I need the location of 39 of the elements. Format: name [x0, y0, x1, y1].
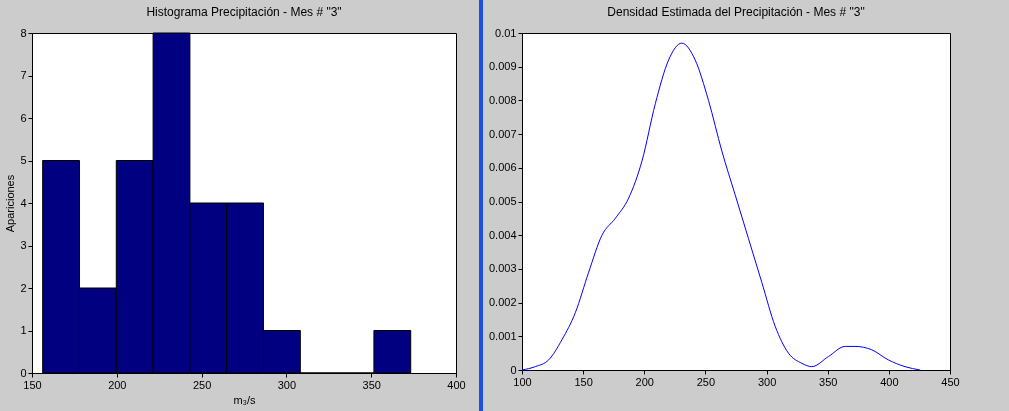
y-tick-label: 8 — [20, 26, 27, 39]
y-tick-label: 6 — [20, 111, 27, 124]
y-tick-label: 0.007 — [488, 127, 517, 140]
y-axis-title: Apariciones — [4, 174, 17, 233]
y-tick-label: 0.01 — [495, 26, 517, 39]
y-tick-label: 0.004 — [488, 228, 517, 241]
y-tick-label: 0 — [510, 363, 517, 376]
x-axis-title: m₃/s — [233, 393, 257, 406]
y-tick-label: 0.002 — [488, 296, 517, 309]
y-tick-label: 3 — [20, 239, 27, 251]
y-tick-label: 0 — [20, 366, 27, 379]
x-tick-label: 150 — [23, 378, 42, 391]
x-tick-label: 350 — [819, 375, 838, 388]
x-tick-label: 200 — [635, 375, 654, 388]
x-tick-label: 250 — [192, 378, 212, 391]
x-tick-label: 250 — [696, 375, 716, 388]
y-tick-label: 5 — [20, 154, 27, 166]
y-tick-label: 2 — [20, 281, 27, 294]
chart-title: Histograma Precipitación - Mes # "3" — [146, 5, 342, 19]
x-tick-label: 400 — [880, 375, 899, 388]
y-tick-label: 0.005 — [488, 195, 517, 207]
line-series — [521, 42, 921, 371]
x-tick-label: 300 — [277, 378, 297, 391]
x-tick-label: 200 — [108, 378, 127, 391]
y-tick-label: 0.003 — [488, 262, 517, 275]
y-tick-label: 0.001 — [488, 329, 517, 342]
y-tick-label: 0.009 — [488, 60, 517, 73]
x-tick-label: 300 — [757, 375, 777, 388]
y-tick-label: 0.006 — [488, 161, 517, 174]
y-tick-label: 7 — [20, 69, 27, 81]
x-tick-label: 450 — [941, 375, 960, 388]
chart-title: Densidad Estimada del Precipitación - Mes # "3" — [607, 5, 865, 19]
y-tick-label: 0.008 — [488, 93, 517, 106]
x-tick-label: 400 — [447, 378, 466, 391]
x-tick-label: 350 — [362, 378, 381, 391]
y-tick-label: 1 — [20, 324, 27, 336]
x-tick-label: 100 — [513, 375, 532, 388]
y-tick-label: 4 — [20, 196, 27, 209]
x-tick-label: 150 — [574, 375, 593, 388]
